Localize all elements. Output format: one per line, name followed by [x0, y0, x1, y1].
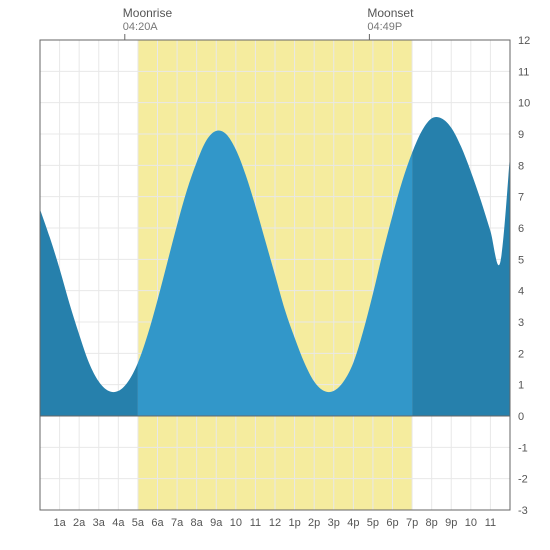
svg-text:4: 4 — [518, 286, 524, 298]
svg-text:10: 10 — [230, 517, 242, 529]
svg-text:5: 5 — [518, 254, 524, 266]
svg-text:12: 12 — [269, 517, 281, 529]
svg-text:6a: 6a — [151, 517, 164, 529]
moonset-time: 04:49P — [367, 20, 413, 34]
svg-text:11: 11 — [250, 517, 261, 529]
svg-text:5a: 5a — [132, 517, 145, 529]
svg-text:1p: 1p — [288, 517, 300, 529]
moonrise-label: Moonrise — [123, 6, 172, 20]
svg-text:5p: 5p — [367, 517, 379, 529]
svg-text:3p: 3p — [328, 517, 340, 529]
moonset-annotation: Moonset 04:49P — [367, 6, 413, 34]
moonrise-annotation: Moonrise 04:20A — [123, 6, 172, 34]
svg-text:4p: 4p — [347, 517, 359, 529]
svg-text:11: 11 — [518, 66, 529, 78]
svg-text:-3: -3 — [518, 505, 528, 517]
tide-chart: -3-2-101234567891011121a2a3a4a5a6a7a8a9a… — [0, 0, 550, 550]
svg-text:8: 8 — [518, 160, 524, 172]
svg-text:4a: 4a — [112, 517, 125, 529]
svg-text:10: 10 — [465, 517, 477, 529]
svg-text:9a: 9a — [210, 517, 223, 529]
svg-text:-1: -1 — [518, 442, 528, 454]
svg-text:1: 1 — [518, 380, 524, 392]
svg-text:2: 2 — [518, 348, 524, 360]
svg-text:8p: 8p — [426, 517, 438, 529]
svg-text:6p: 6p — [386, 517, 398, 529]
svg-text:9p: 9p — [445, 517, 457, 529]
chart-svg: -3-2-101234567891011121a2a3a4a5a6a7a8a9a… — [0, 0, 550, 550]
svg-text:7a: 7a — [171, 517, 184, 529]
svg-text:8a: 8a — [191, 517, 204, 529]
svg-text:10: 10 — [518, 98, 530, 110]
svg-text:11: 11 — [485, 517, 496, 529]
svg-text:2p: 2p — [308, 517, 320, 529]
moonset-label: Moonset — [367, 6, 413, 20]
moonrise-time: 04:20A — [123, 20, 172, 34]
svg-text:9: 9 — [518, 129, 524, 141]
svg-text:6: 6 — [518, 223, 524, 235]
svg-text:3a: 3a — [93, 517, 106, 529]
svg-text:-2: -2 — [518, 474, 528, 486]
svg-text:0: 0 — [518, 411, 524, 423]
svg-text:1a: 1a — [53, 517, 66, 529]
svg-text:7p: 7p — [406, 517, 418, 529]
svg-text:12: 12 — [518, 35, 530, 47]
svg-text:3: 3 — [518, 317, 524, 329]
svg-text:7: 7 — [518, 192, 524, 204]
svg-text:2a: 2a — [73, 517, 86, 529]
